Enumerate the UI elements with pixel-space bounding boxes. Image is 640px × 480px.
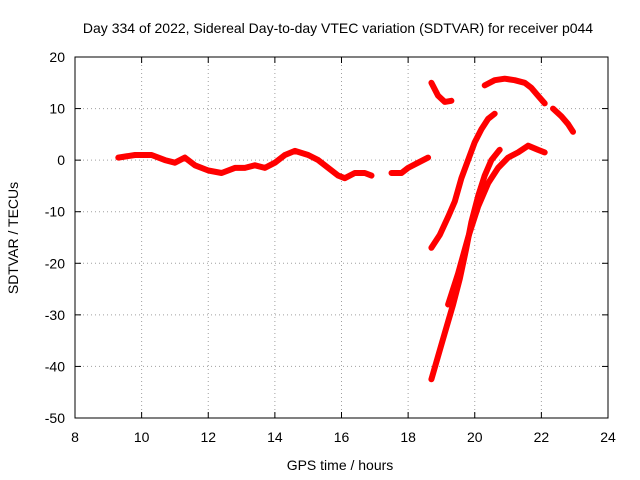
tick-labels: 8 10 12 14 16 18 20 22 24 -50 -40 -30 -20 -10 0 10 20 bbox=[45, 49, 616, 445]
x-tick-label: 16 bbox=[334, 429, 350, 445]
series-pass-3 bbox=[428, 79, 455, 105]
x-tick-label: 24 bbox=[600, 429, 616, 445]
grid bbox=[75, 57, 608, 418]
x-tick-label: 14 bbox=[267, 429, 283, 445]
x-tick-label: 22 bbox=[534, 429, 550, 445]
x-tick-label: 18 bbox=[400, 429, 416, 445]
x-tick-label: 10 bbox=[134, 429, 150, 445]
ticks bbox=[74, 56, 609, 419]
y-tick-label: -30 bbox=[45, 307, 65, 323]
x-axis-label: GPS time / hours bbox=[287, 457, 394, 473]
y-axis-label: SDTVAR / TECUs bbox=[5, 182, 21, 294]
y-tick-label: -10 bbox=[45, 204, 65, 220]
series-pass-7 bbox=[481, 75, 548, 107]
series-pass-4 bbox=[428, 110, 498, 251]
y-tick-label: -40 bbox=[45, 358, 65, 374]
x-tick-label: 12 bbox=[200, 429, 216, 445]
x-tick-label: 8 bbox=[71, 429, 79, 445]
x-tick-label: 20 bbox=[467, 429, 483, 445]
series-pass-1 bbox=[115, 147, 375, 182]
chart-title: Day 334 of 2022, Sidereal Day-to-day VTE… bbox=[83, 20, 593, 36]
y-tick-label: -20 bbox=[45, 255, 65, 271]
y-tick-label: 20 bbox=[49, 49, 65, 65]
y-tick-label: 0 bbox=[57, 152, 65, 168]
y-tick-label: 10 bbox=[49, 101, 65, 117]
series-layer bbox=[115, 75, 576, 383]
series-pass-2 bbox=[388, 154, 432, 176]
y-tick-label: -50 bbox=[45, 410, 65, 426]
series-pass-8 bbox=[550, 105, 576, 135]
series-pass-6 bbox=[445, 142, 548, 308]
